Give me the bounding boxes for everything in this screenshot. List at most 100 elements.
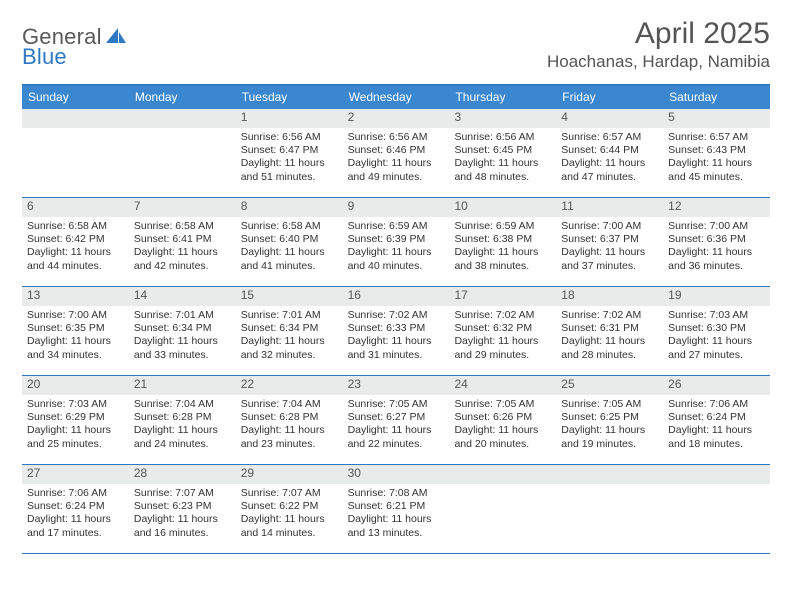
dayhdr-tue: Tuesday	[236, 86, 343, 109]
day-cell: 10Sunrise: 6:59 AMSunset: 6:38 PMDayligh…	[449, 198, 556, 286]
day-detail: Sunrise: 6:59 AMSunset: 6:38 PMDaylight:…	[449, 217, 556, 286]
day-detail: Sunrise: 7:02 AMSunset: 6:31 PMDaylight:…	[556, 306, 663, 375]
day-cell	[556, 465, 663, 553]
day-detail: Sunrise: 7:07 AMSunset: 6:22 PMDaylight:…	[236, 484, 343, 553]
day-number: 21	[129, 376, 236, 395]
day-number: 3	[449, 109, 556, 128]
day-number: 10	[449, 198, 556, 217]
day-detail: Sunrise: 7:00 AMSunset: 6:37 PMDaylight:…	[556, 217, 663, 286]
day-cell: 16Sunrise: 7:02 AMSunset: 6:33 PMDayligh…	[343, 287, 450, 375]
day-cell: 15Sunrise: 7:01 AMSunset: 6:34 PMDayligh…	[236, 287, 343, 375]
day-cell: 11Sunrise: 7:00 AMSunset: 6:37 PMDayligh…	[556, 198, 663, 286]
day-number: 22	[236, 376, 343, 395]
day-detail: Sunrise: 7:07 AMSunset: 6:23 PMDaylight:…	[129, 484, 236, 553]
day-number: 29	[236, 465, 343, 484]
calendar: Sunday Monday Tuesday Wednesday Thursday…	[22, 84, 770, 554]
header-right: April 2025 Hoachanas, Hardap, Namibia	[547, 18, 770, 72]
day-detail: Sunrise: 7:08 AMSunset: 6:21 PMDaylight:…	[343, 484, 450, 553]
day-detail: Sunrise: 7:03 AMSunset: 6:29 PMDaylight:…	[22, 395, 129, 464]
day-detail	[556, 484, 663, 553]
logo-sail-icon	[106, 28, 126, 46]
day-detail	[22, 128, 129, 197]
day-detail	[449, 484, 556, 553]
day-number: 1	[236, 109, 343, 128]
day-number	[129, 109, 236, 128]
day-cell: 3Sunrise: 6:56 AMSunset: 6:45 PMDaylight…	[449, 109, 556, 197]
day-cell: 22Sunrise: 7:04 AMSunset: 6:28 PMDayligh…	[236, 376, 343, 464]
week-row: 20Sunrise: 7:03 AMSunset: 6:29 PMDayligh…	[22, 376, 770, 465]
day-cell: 17Sunrise: 7:02 AMSunset: 6:32 PMDayligh…	[449, 287, 556, 375]
day-detail: Sunrise: 7:03 AMSunset: 6:30 PMDaylight:…	[663, 306, 770, 375]
dayhdr-mon: Monday	[129, 86, 236, 109]
dayhdr-sat: Saturday	[663, 86, 770, 109]
day-detail: Sunrise: 6:57 AMSunset: 6:43 PMDaylight:…	[663, 128, 770, 197]
weeks-container: 1Sunrise: 6:56 AMSunset: 6:47 PMDaylight…	[22, 109, 770, 554]
day-cell: 20Sunrise: 7:03 AMSunset: 6:29 PMDayligh…	[22, 376, 129, 464]
day-cell: 25Sunrise: 7:05 AMSunset: 6:25 PMDayligh…	[556, 376, 663, 464]
day-detail: Sunrise: 6:59 AMSunset: 6:39 PMDaylight:…	[343, 217, 450, 286]
day-number: 18	[556, 287, 663, 306]
day-number: 20	[22, 376, 129, 395]
day-cell	[663, 465, 770, 553]
day-detail: Sunrise: 7:00 AMSunset: 6:35 PMDaylight:…	[22, 306, 129, 375]
day-detail: Sunrise: 7:02 AMSunset: 6:32 PMDaylight:…	[449, 306, 556, 375]
day-cell: 2Sunrise: 6:56 AMSunset: 6:46 PMDaylight…	[343, 109, 450, 197]
page: General April 2025 Hoachanas, Hardap, Na…	[0, 0, 792, 612]
day-cell: 5Sunrise: 6:57 AMSunset: 6:43 PMDaylight…	[663, 109, 770, 197]
day-cell: 4Sunrise: 6:57 AMSunset: 6:44 PMDaylight…	[556, 109, 663, 197]
day-number: 15	[236, 287, 343, 306]
day-number: 7	[129, 198, 236, 217]
logo-blue-wrap: Blue	[22, 44, 67, 70]
day-detail: Sunrise: 6:56 AMSunset: 6:46 PMDaylight:…	[343, 128, 450, 197]
day-number: 27	[22, 465, 129, 484]
day-number: 4	[556, 109, 663, 128]
day-number: 11	[556, 198, 663, 217]
day-detail: Sunrise: 7:01 AMSunset: 6:34 PMDaylight:…	[236, 306, 343, 375]
day-cell: 18Sunrise: 7:02 AMSunset: 6:31 PMDayligh…	[556, 287, 663, 375]
day-cell: 26Sunrise: 7:06 AMSunset: 6:24 PMDayligh…	[663, 376, 770, 464]
header: General April 2025 Hoachanas, Hardap, Na…	[22, 18, 770, 72]
day-number	[22, 109, 129, 128]
day-cell: 9Sunrise: 6:59 AMSunset: 6:39 PMDaylight…	[343, 198, 450, 286]
day-cell: 23Sunrise: 7:05 AMSunset: 6:27 PMDayligh…	[343, 376, 450, 464]
week-row: 1Sunrise: 6:56 AMSunset: 6:47 PMDaylight…	[22, 109, 770, 198]
day-detail: Sunrise: 7:04 AMSunset: 6:28 PMDaylight:…	[129, 395, 236, 464]
day-number	[556, 465, 663, 484]
week-row: 27Sunrise: 7:06 AMSunset: 6:24 PMDayligh…	[22, 465, 770, 554]
day-number: 9	[343, 198, 450, 217]
day-header-row: Sunday Monday Tuesday Wednesday Thursday…	[22, 86, 770, 109]
day-detail: Sunrise: 7:06 AMSunset: 6:24 PMDaylight:…	[22, 484, 129, 553]
day-number: 24	[449, 376, 556, 395]
day-cell: 14Sunrise: 7:01 AMSunset: 6:34 PMDayligh…	[129, 287, 236, 375]
day-number: 8	[236, 198, 343, 217]
dayhdr-fri: Friday	[556, 86, 663, 109]
day-number: 16	[343, 287, 450, 306]
dayhdr-sun: Sunday	[22, 86, 129, 109]
day-number	[449, 465, 556, 484]
day-cell: 29Sunrise: 7:07 AMSunset: 6:22 PMDayligh…	[236, 465, 343, 553]
day-detail: Sunrise: 7:06 AMSunset: 6:24 PMDaylight:…	[663, 395, 770, 464]
day-detail: Sunrise: 7:01 AMSunset: 6:34 PMDaylight:…	[129, 306, 236, 375]
day-cell: 30Sunrise: 7:08 AMSunset: 6:21 PMDayligh…	[343, 465, 450, 553]
week-row: 6Sunrise: 6:58 AMSunset: 6:42 PMDaylight…	[22, 198, 770, 287]
day-cell: 27Sunrise: 7:06 AMSunset: 6:24 PMDayligh…	[22, 465, 129, 553]
day-cell	[449, 465, 556, 553]
day-number: 6	[22, 198, 129, 217]
day-cell: 1Sunrise: 6:56 AMSunset: 6:47 PMDaylight…	[236, 109, 343, 197]
day-cell: 21Sunrise: 7:04 AMSunset: 6:28 PMDayligh…	[129, 376, 236, 464]
day-detail: Sunrise: 6:57 AMSunset: 6:44 PMDaylight:…	[556, 128, 663, 197]
day-detail: Sunrise: 6:56 AMSunset: 6:47 PMDaylight:…	[236, 128, 343, 197]
day-cell: 8Sunrise: 6:58 AMSunset: 6:40 PMDaylight…	[236, 198, 343, 286]
week-row: 13Sunrise: 7:00 AMSunset: 6:35 PMDayligh…	[22, 287, 770, 376]
day-cell: 6Sunrise: 6:58 AMSunset: 6:42 PMDaylight…	[22, 198, 129, 286]
day-cell	[129, 109, 236, 197]
day-cell: 19Sunrise: 7:03 AMSunset: 6:30 PMDayligh…	[663, 287, 770, 375]
calendar-title: April 2025	[547, 18, 770, 50]
dayhdr-wed: Wednesday	[343, 86, 450, 109]
day-detail: Sunrise: 7:05 AMSunset: 6:26 PMDaylight:…	[449, 395, 556, 464]
day-detail: Sunrise: 7:00 AMSunset: 6:36 PMDaylight:…	[663, 217, 770, 286]
day-cell: 12Sunrise: 7:00 AMSunset: 6:36 PMDayligh…	[663, 198, 770, 286]
day-cell: 13Sunrise: 7:00 AMSunset: 6:35 PMDayligh…	[22, 287, 129, 375]
day-detail: Sunrise: 6:58 AMSunset: 6:42 PMDaylight:…	[22, 217, 129, 286]
day-cell	[22, 109, 129, 197]
